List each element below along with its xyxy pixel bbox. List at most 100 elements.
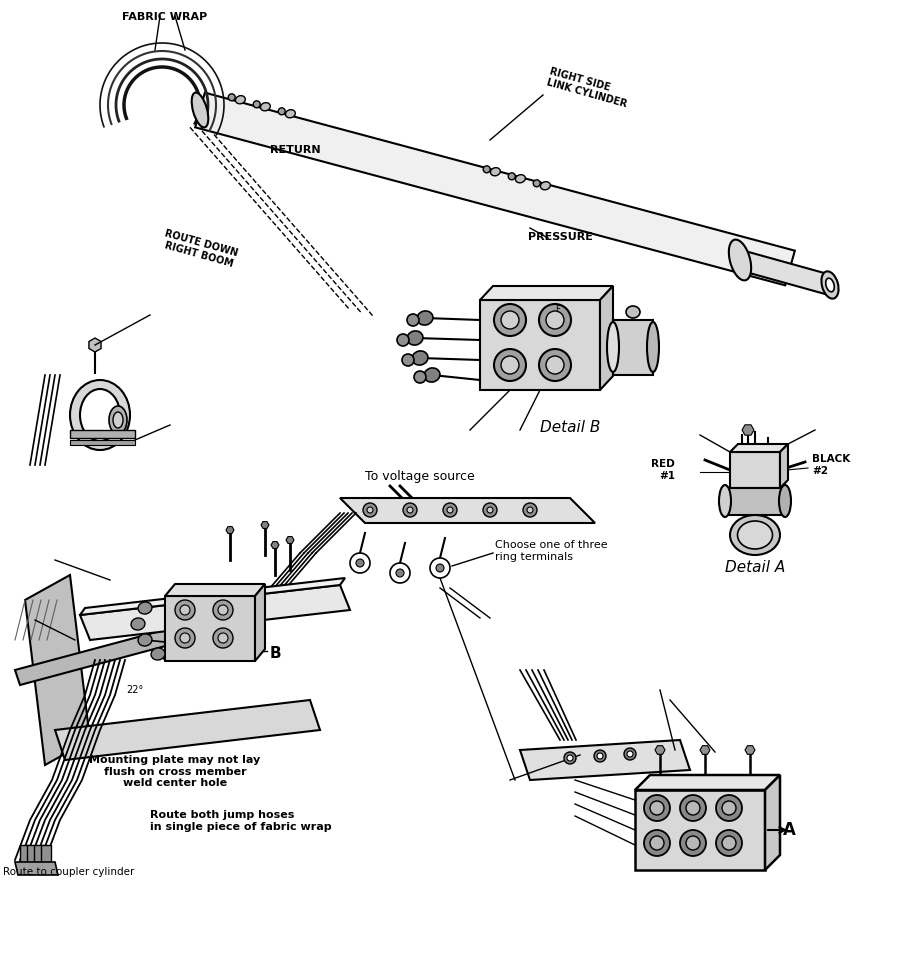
Bar — [20, 845, 30, 863]
Ellipse shape — [412, 351, 428, 365]
Circle shape — [430, 558, 450, 578]
Circle shape — [644, 795, 670, 821]
Polygon shape — [700, 746, 710, 754]
Text: RETURN: RETURN — [269, 145, 321, 155]
Ellipse shape — [286, 110, 296, 118]
Text: To voltage source: To voltage source — [365, 470, 475, 483]
Circle shape — [494, 304, 526, 336]
Circle shape — [564, 752, 576, 764]
Polygon shape — [226, 526, 234, 533]
Circle shape — [644, 830, 670, 856]
Text: Route both jump hoses
in single piece of fabric wrap: Route both jump hoses in single piece of… — [150, 810, 332, 832]
Ellipse shape — [533, 180, 541, 187]
Ellipse shape — [508, 173, 515, 180]
Ellipse shape — [113, 412, 123, 428]
Circle shape — [213, 628, 233, 648]
Circle shape — [407, 507, 413, 513]
Polygon shape — [165, 596, 255, 661]
Polygon shape — [255, 584, 265, 661]
Ellipse shape — [779, 485, 791, 517]
Circle shape — [722, 801, 736, 815]
Text: 22°: 22° — [126, 685, 143, 695]
Text: ROUTE DOWN
RIGHT BOOM: ROUTE DOWN RIGHT BOOM — [160, 228, 240, 269]
Circle shape — [403, 503, 417, 517]
Ellipse shape — [407, 331, 423, 345]
Circle shape — [546, 356, 564, 374]
Ellipse shape — [483, 166, 490, 173]
Ellipse shape — [607, 322, 619, 372]
Text: Route to coupler cylinder: Route to coupler cylinder — [3, 867, 134, 877]
Circle shape — [597, 753, 603, 759]
Ellipse shape — [80, 389, 120, 441]
Polygon shape — [742, 425, 754, 435]
Polygon shape — [80, 578, 345, 615]
Ellipse shape — [151, 648, 165, 660]
Ellipse shape — [402, 354, 414, 366]
Circle shape — [494, 349, 526, 381]
Text: RIGHT SIDE
LINK CYLINDER: RIGHT SIDE LINK CYLINDER — [545, 66, 631, 109]
Ellipse shape — [424, 367, 440, 382]
Polygon shape — [613, 320, 653, 375]
Ellipse shape — [719, 485, 731, 517]
Circle shape — [363, 503, 377, 517]
Ellipse shape — [253, 100, 260, 108]
Text: Detail B: Detail B — [540, 420, 600, 435]
Polygon shape — [196, 93, 795, 285]
Circle shape — [487, 507, 493, 513]
Circle shape — [175, 628, 195, 648]
Bar — [70, 440, 135, 445]
Polygon shape — [655, 746, 665, 754]
Polygon shape — [737, 251, 833, 295]
Ellipse shape — [414, 371, 426, 383]
Text: Choose one of three
ring terminals: Choose one of three ring terminals — [495, 540, 607, 562]
Ellipse shape — [70, 380, 130, 450]
Bar — [70, 430, 135, 438]
Polygon shape — [600, 286, 613, 390]
Ellipse shape — [490, 167, 500, 176]
Polygon shape — [165, 584, 265, 596]
Circle shape — [722, 836, 736, 850]
Circle shape — [650, 836, 664, 850]
Circle shape — [716, 795, 742, 821]
Ellipse shape — [138, 602, 152, 614]
Polygon shape — [55, 700, 320, 760]
Polygon shape — [89, 338, 101, 352]
Bar — [27, 845, 37, 863]
Circle shape — [483, 503, 497, 517]
Ellipse shape — [738, 521, 772, 549]
Ellipse shape — [138, 634, 152, 646]
Circle shape — [180, 605, 190, 615]
Circle shape — [686, 801, 700, 815]
Ellipse shape — [397, 334, 409, 346]
Circle shape — [716, 830, 742, 856]
Polygon shape — [635, 775, 780, 790]
Polygon shape — [780, 444, 788, 488]
Polygon shape — [635, 790, 765, 870]
Circle shape — [180, 633, 190, 643]
Text: A: A — [783, 821, 796, 839]
Bar — [41, 845, 51, 863]
Polygon shape — [765, 775, 780, 870]
Text: Mounting plate may not lay
flush on cross member
weld center hole: Mounting plate may not lay flush on cros… — [89, 755, 260, 789]
Ellipse shape — [541, 182, 551, 189]
Circle shape — [218, 605, 228, 615]
Polygon shape — [725, 488, 785, 515]
Polygon shape — [286, 537, 294, 544]
Ellipse shape — [730, 515, 780, 555]
Polygon shape — [15, 615, 225, 685]
Ellipse shape — [278, 108, 286, 115]
Circle shape — [686, 836, 700, 850]
Circle shape — [627, 751, 633, 757]
Polygon shape — [25, 575, 90, 765]
Circle shape — [175, 600, 195, 620]
Polygon shape — [480, 286, 613, 300]
Circle shape — [501, 356, 519, 374]
Polygon shape — [340, 498, 595, 523]
Circle shape — [396, 569, 404, 577]
Circle shape — [567, 755, 573, 761]
Circle shape — [213, 600, 233, 620]
Ellipse shape — [825, 278, 834, 292]
Ellipse shape — [626, 306, 640, 318]
Circle shape — [218, 633, 228, 643]
Text: PRESSURE: PRESSURE — [528, 232, 593, 242]
